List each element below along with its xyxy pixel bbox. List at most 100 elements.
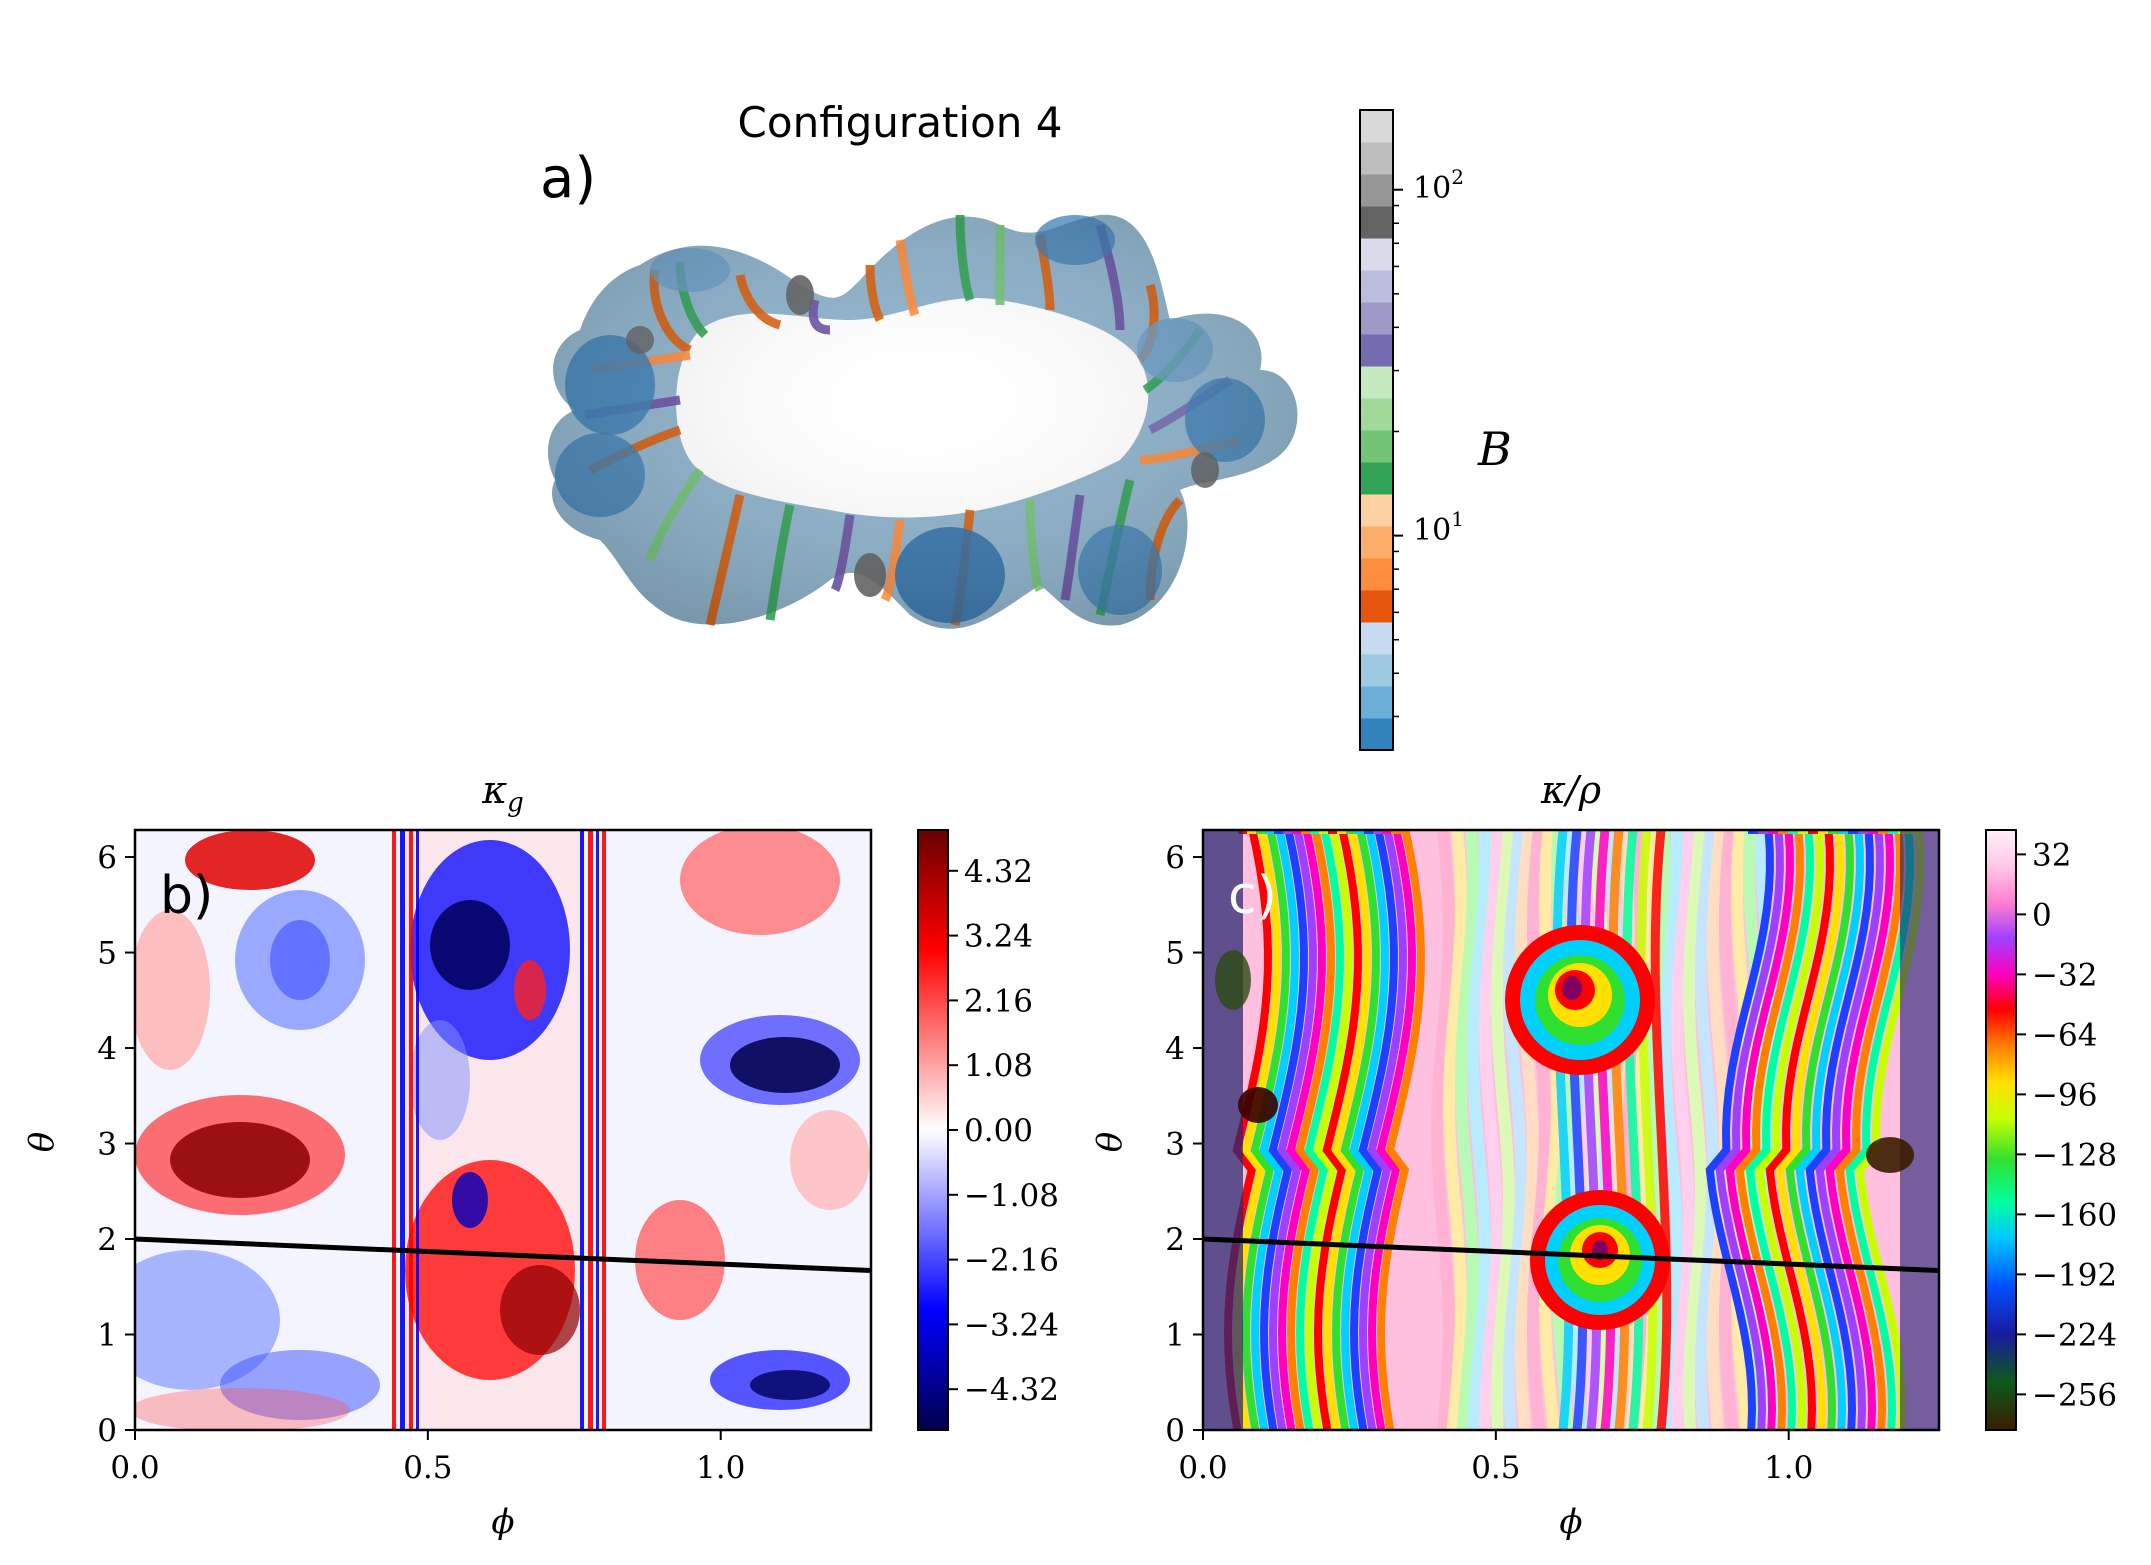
- contour-band: [1775, 830, 1844, 1430]
- blob-b-8: [220, 1350, 380, 1420]
- panel-c-title: κ/ρ: [1540, 768, 1602, 812]
- x-tick-label: 0.0: [1178, 1450, 1227, 1486]
- contour-band: [1442, 830, 1468, 1430]
- contour-band: [1466, 830, 1492, 1430]
- colorbar-a-band: [1360, 110, 1393, 143]
- contour-band: [1566, 830, 1588, 1430]
- blob-b-14: [452, 1172, 488, 1228]
- contour-band: [1503, 830, 1527, 1430]
- colorbar-a-label: B: [1477, 422, 1512, 476]
- panel-a: Configuration 4 a): [540, 98, 1512, 751]
- contour-band: [1515, 830, 1539, 1430]
- colorbar-tick-label: −2.16: [964, 1243, 1059, 1279]
- colorbar-a-band: [1360, 558, 1393, 591]
- colorbar-tick-label: −32: [2032, 957, 2097, 993]
- colorbar-a-band: [1360, 622, 1393, 655]
- contour-band: [1683, 830, 1707, 1430]
- colorbar-a-band: [1360, 238, 1393, 271]
- blob-b-22: [750, 1370, 830, 1400]
- blob-b-18: [730, 1037, 840, 1093]
- svg-text:102: 102: [1413, 165, 1464, 206]
- heatmap-b: [135, 830, 871, 1430]
- y-tick-label: 3: [97, 1127, 117, 1163]
- y-tick-label: 2: [97, 1222, 117, 1258]
- panel-c-label: c): [1228, 866, 1277, 926]
- colorbar-tick-label: −128: [2032, 1137, 2117, 1173]
- contour-band: [1580, 830, 1602, 1430]
- contour-band: [1795, 830, 1864, 1430]
- x-tick-label: 0.5: [403, 1450, 452, 1486]
- contour-band: [1350, 830, 1398, 1430]
- contour-band: [1835, 830, 1904, 1430]
- colorbar-a-tick-base: 10: [1413, 513, 1451, 548]
- island-lower-c: [1530, 1190, 1670, 1330]
- contour-band: [1430, 830, 1456, 1430]
- colorbar-tick-label: −96: [2032, 1077, 2097, 1113]
- colorbar-tick-label: 3.24: [964, 919, 1033, 955]
- contour-band: [1269, 830, 1317, 1430]
- contour-band: [1260, 830, 1308, 1430]
- colorbar-a-band: [1360, 270, 1393, 303]
- contour-band: [1287, 830, 1335, 1430]
- blob-b-2: [170, 1122, 310, 1198]
- colorbar-a-tick-exp: 2: [1451, 165, 1464, 189]
- blob-b-11: [430, 900, 510, 990]
- line-c: [1203, 1236, 1939, 1274]
- x-tick-label: 1.0: [1764, 1450, 1813, 1486]
- colorbar-a-band: [1360, 334, 1393, 367]
- contour-band: [1341, 830, 1389, 1430]
- colorbar-a-tick-base: 10: [1413, 171, 1451, 206]
- colorbar-tick-label: −64: [2032, 1017, 2097, 1053]
- contour-band: [1296, 830, 1344, 1430]
- blob-b-23: [790, 1110, 870, 1210]
- colorbar-a-tick-label-2: 102: [1413, 165, 1464, 206]
- colorbar-a-band: [1360, 174, 1393, 207]
- contour-band: [1815, 830, 1884, 1430]
- colorbar-a-band: [1360, 494, 1393, 527]
- panel-b-title: κg: [481, 768, 524, 818]
- colorbar-tick-label: −192: [2032, 1257, 2117, 1293]
- contour-band: [1323, 830, 1371, 1430]
- colorbar-a-band: [1360, 398, 1393, 431]
- colorbar-a-tick-label-1: 101: [1413, 507, 1464, 548]
- colorbar-tick-label: 2.16: [964, 983, 1033, 1019]
- colorbar-b: 4.32 3.24 2.16 1.08 0.00 −1.08 −2.16 −3.24 −4.32: [917, 829, 1059, 1431]
- blob-b-7: [135, 1250, 280, 1390]
- contour-band: [1725, 830, 1794, 1430]
- contour-band: [1785, 830, 1854, 1430]
- contour-band: [1305, 830, 1353, 1430]
- contour-band: [1332, 830, 1380, 1430]
- contour-band: [1705, 830, 1774, 1430]
- y-tick-label: 0: [1165, 1413, 1185, 1449]
- colorbar-tick-label: 32: [2032, 837, 2071, 873]
- colorbar-a-band: [1360, 366, 1393, 399]
- contour-band: [1650, 830, 1672, 1430]
- axes-frame-b: [133, 828, 873, 1432]
- torus-surface: [547, 214, 1298, 629]
- y-tick-label: 5: [1165, 936, 1185, 972]
- contour-band: [1594, 830, 1616, 1430]
- colorbar-tick-label: −160: [2032, 1197, 2117, 1233]
- contour-band: [1755, 830, 1824, 1430]
- y-axis-label: θ: [1090, 1132, 1130, 1152]
- colorbar-tick-label: −256: [2032, 1377, 2117, 1413]
- x-tick-label: 0.5: [1471, 1450, 1520, 1486]
- panel-a-title: Configuration 4: [738, 98, 1063, 147]
- panel-c: κ/ρ: [1090, 768, 2117, 1542]
- contour-band: [1251, 830, 1299, 1430]
- contour-band: [1278, 830, 1326, 1430]
- contour-band: [1454, 830, 1480, 1430]
- y-tick-label: 4: [1165, 1031, 1185, 1067]
- contour-band: [1478, 830, 1504, 1430]
- contour-band: [1765, 830, 1834, 1430]
- contour-band: [1368, 830, 1416, 1430]
- contour-band: [1377, 830, 1425, 1430]
- axes-frame-c: [1201, 828, 1941, 1432]
- contour-band: [1552, 830, 1574, 1430]
- blob-b-6: [270, 920, 330, 1000]
- panel-b: κg: [22, 768, 1059, 1542]
- colorbar-tick-label: −4.32: [964, 1372, 1059, 1408]
- contour-band: [1539, 830, 1563, 1430]
- colorbar-a-band: [1360, 142, 1393, 175]
- colorbar-c: 32 0 −32 −64 −96 −128 −160 −192 −224 −256: [1985, 829, 2117, 1431]
